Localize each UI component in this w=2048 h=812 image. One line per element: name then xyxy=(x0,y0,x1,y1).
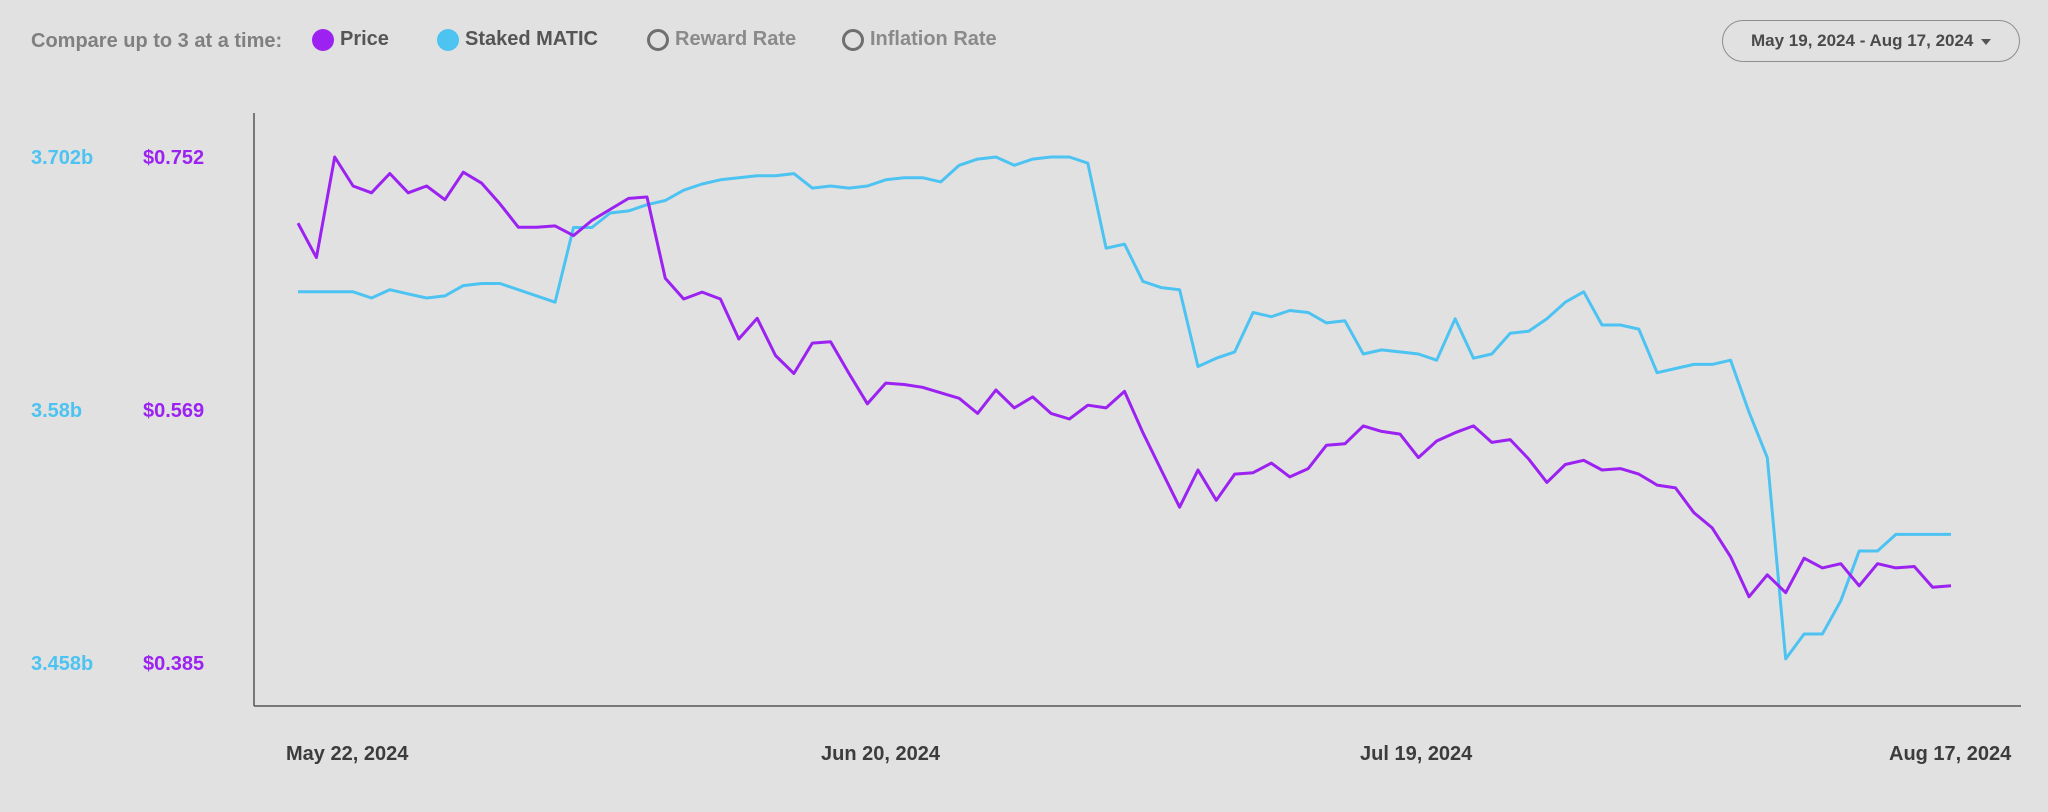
metric-toggle-price[interactable]: Price xyxy=(312,28,389,51)
x-tick-label: May 22, 2024 xyxy=(286,743,409,765)
x-tick-label: Aug 17, 2024 xyxy=(1889,743,2012,765)
chart-toolbar: Compare up to 3 at a time: Price Staked … xyxy=(0,0,2048,84)
price-selected-dot-icon xyxy=(312,28,334,51)
series-line-price xyxy=(296,155,1952,599)
metric-label-price: Price xyxy=(340,28,389,50)
y-left-tick-label: 3.458b xyxy=(31,653,93,675)
x-tick-label: Jun 20, 2024 xyxy=(821,743,941,765)
y-left-tick-label: 3.58b xyxy=(31,400,82,422)
series-layer xyxy=(296,155,1952,661)
y-right-tick-label: $0.752 xyxy=(143,147,204,169)
metric-label-inflation-rate: Inflation Rate xyxy=(870,28,997,50)
date-range-text: May 19, 2024 - Aug 17, 2024 xyxy=(1751,31,1974,50)
metric-label-reward-rate: Reward Rate xyxy=(675,28,797,50)
x-tick-label: Jul 19, 2024 xyxy=(1360,743,1473,765)
chevron-down-icon xyxy=(1981,39,1991,45)
y-right-tick-label: $0.569 xyxy=(143,400,204,422)
reward-rate-unselected-circle-icon xyxy=(647,28,669,51)
metric-toggle-inflation-rate[interactable]: Inflation Rate xyxy=(842,28,997,51)
y-right-tick-label: $0.385 xyxy=(143,653,204,675)
compare-label: Compare up to 3 at a time: xyxy=(31,30,283,52)
metric-toggle-staked-matic[interactable]: Staked MATIC xyxy=(437,28,598,51)
staked-matic-selected-dot-icon xyxy=(437,28,459,51)
metric-toggle-reward-rate[interactable]: Reward Rate xyxy=(647,28,796,51)
inflation-rate-unselected-circle-icon xyxy=(842,28,864,51)
metric-label-staked-matic: Staked MATIC xyxy=(465,28,598,50)
date-range-dropdown[interactable]: May 19, 2024 - Aug 17, 2024 xyxy=(1722,20,2020,62)
y-left-tick-label: 3.702b xyxy=(31,147,93,169)
series-line-staked-matic xyxy=(298,155,1951,661)
